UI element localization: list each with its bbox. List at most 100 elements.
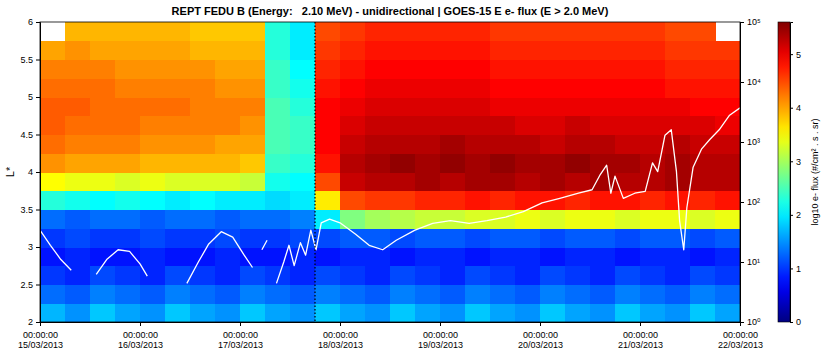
heatmap-cell: [390, 191, 416, 210]
heatmap-cell: [190, 285, 216, 304]
heatmap-cell: [415, 78, 441, 97]
heatmap-cell: [165, 266, 191, 285]
tick-mark: [790, 108, 793, 109]
heatmap-cell: [265, 247, 291, 266]
heatmap-cell: [565, 153, 591, 172]
heatmap-cell: [40, 60, 66, 79]
heatmap-cell: [665, 60, 691, 79]
heatmap-cell: [165, 303, 191, 322]
heatmap-cell: [615, 41, 641, 60]
heatmap-cell: [390, 116, 416, 135]
tick-mark: [36, 172, 40, 173]
tick-mark: [36, 322, 40, 323]
heatmap-cell: [215, 247, 241, 266]
colorbar-tick: 5: [790, 50, 801, 60]
heatmap-cell: [65, 60, 91, 79]
heatmap-cell: [140, 303, 166, 322]
heatmap-cell: [265, 60, 291, 79]
heatmap-cell: [440, 172, 466, 191]
heatmap-cell: [540, 153, 566, 172]
tick-label-line: 22/03/2013: [718, 340, 763, 350]
heatmap-cell: [390, 135, 416, 154]
y-axis-title: L*: [4, 166, 16, 177]
heatmap-cell: [140, 135, 166, 154]
heatmap-cell: [240, 210, 266, 229]
heatmap-cell: [340, 135, 366, 154]
heatmap-cell: [415, 191, 441, 210]
heatmap-cell: [515, 97, 541, 116]
y-tick: 3: [28, 242, 40, 252]
heatmap-cell: [190, 41, 216, 60]
x-tick: 00:00:0016/03/2013: [118, 322, 163, 350]
heatmap-cell: [665, 285, 691, 304]
heatmap-cell: [390, 78, 416, 97]
heatmap-cell: [240, 303, 266, 322]
heatmap-cell: [365, 247, 391, 266]
heatmap-cell: [340, 285, 366, 304]
heatmap-cell: [515, 60, 541, 79]
heatmap-cell: [90, 97, 116, 116]
heatmap-cell: [340, 303, 366, 322]
heatmap-cell: [265, 285, 291, 304]
heatmap-cell: [215, 116, 241, 135]
tick-mark: [740, 262, 744, 263]
heatmap-cell: [165, 247, 191, 266]
heatmap-cell: [715, 210, 740, 229]
tick-label: 6: [28, 17, 33, 27]
heatmap-cell: [115, 41, 141, 60]
heatmap-cell: [640, 78, 666, 97]
x-tick: 00:00:0021/03/2013: [618, 322, 663, 350]
heatmap-cell: [190, 210, 216, 229]
heatmap-cell: [465, 153, 491, 172]
heatmap-cell: [415, 153, 441, 172]
heatmap-cell: [590, 135, 616, 154]
heatmap-cell: [540, 247, 566, 266]
heatmap-cell: [365, 285, 391, 304]
heatmap-cell: [215, 78, 241, 97]
heatmap-cell: [190, 153, 216, 172]
heatmap-cell: [115, 153, 141, 172]
heatmap-cell: [165, 97, 191, 116]
heatmap-cell: [65, 303, 91, 322]
heatmap-cell: [490, 60, 516, 79]
heatmap-cell: [190, 116, 216, 135]
heatmap-cell: [90, 22, 116, 41]
tick-label-line: 00:00:00: [623, 330, 658, 340]
heatmap-cell: [240, 191, 266, 210]
heatmap-cell: [640, 303, 666, 322]
y-tick: 4: [28, 167, 40, 177]
heatmap-cell: [240, 153, 266, 172]
heatmap-cell: [215, 41, 241, 60]
heatmap-cell: [465, 97, 491, 116]
heatmap-cell: [90, 191, 116, 210]
tick-label: 00:00:0016/03/2013: [118, 330, 163, 350]
tick-mark: [640, 322, 641, 326]
heatmap-cell: [615, 228, 641, 247]
heatmap-cell: [640, 41, 666, 60]
heatmap-cell: [240, 41, 266, 60]
tick-label: 2.5: [20, 280, 33, 290]
heatmap-cell: [565, 60, 591, 79]
heatmap-cell: [390, 60, 416, 79]
y2-tick: 10²: [740, 197, 760, 207]
tick-label-line: 00:00:00: [23, 330, 58, 340]
heatmap-cell: [40, 172, 66, 191]
tick-label: 1: [796, 264, 801, 274]
y-tick: 4.5: [20, 130, 40, 140]
heatmap-cell: [690, 116, 716, 135]
heatmap-cell: [115, 78, 141, 97]
heatmap-cell: [440, 285, 466, 304]
heatmap-cell: [590, 303, 616, 322]
heatmap-cell: [90, 285, 116, 304]
heatmap-cell: [690, 247, 716, 266]
heatmap-cell: [390, 247, 416, 266]
heatmap-cell: [440, 153, 466, 172]
heatmap-cell: [515, 22, 541, 41]
heatmap-cell: [715, 247, 740, 266]
heatmap-cell: [690, 210, 716, 229]
heatmap-cell: [690, 78, 716, 97]
heatmap-cell: [165, 116, 191, 135]
heatmap-cell: [290, 60, 316, 79]
colorbar-tick: 4: [790, 103, 801, 113]
heatmap-cell: [715, 228, 740, 247]
